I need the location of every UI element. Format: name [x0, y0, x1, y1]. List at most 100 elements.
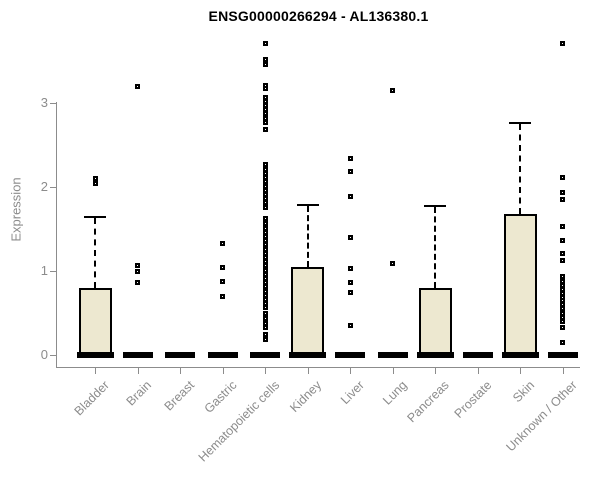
upper-whisker — [94, 218, 96, 288]
box — [418, 287, 452, 358]
median-line — [250, 352, 280, 358]
outlier-point — [560, 175, 565, 181]
upper-whisker-cap — [296, 203, 319, 206]
outlier-point — [560, 286, 565, 292]
x-tick-label-gastric: Gastric — [201, 378, 240, 416]
median-line — [377, 352, 408, 358]
median-line — [501, 352, 539, 358]
x-tick-label-kidney: Kidney — [287, 378, 325, 415]
outlier-point — [262, 187, 268, 193]
outlier-point — [262, 127, 268, 133]
outlier-point — [262, 242, 268, 248]
x-tick-mark — [95, 368, 96, 374]
outlier-point — [262, 284, 268, 290]
outlier-point — [262, 56, 268, 62]
outlier-point — [262, 238, 268, 244]
outlier-point — [262, 301, 268, 307]
outlier-point — [560, 324, 565, 330]
outlier-point — [262, 229, 268, 235]
outlier-point — [560, 258, 565, 264]
outlier-point — [262, 250, 268, 256]
outlier-point — [262, 111, 268, 117]
x-tick-mark — [477, 368, 479, 374]
upper-whisker-cap — [424, 205, 446, 208]
outlier-point — [262, 161, 268, 167]
outlier-point — [262, 305, 268, 311]
outlier-point — [262, 276, 268, 282]
outlier-point — [92, 176, 98, 182]
x-tick-label-liver: Liver — [337, 378, 367, 408]
upper-whisker — [434, 207, 436, 288]
outlier-point — [560, 339, 565, 345]
outlier-point — [262, 200, 268, 206]
outlier-point — [262, 255, 268, 261]
outlier-point — [560, 197, 565, 203]
outlier-point — [262, 225, 268, 231]
outlier-point — [92, 181, 98, 187]
outlier-point — [347, 155, 353, 161]
outlier-point — [262, 320, 268, 326]
y-tick-mark — [50, 187, 56, 188]
outlier-point — [262, 297, 268, 303]
outlier-point — [135, 268, 140, 274]
y-tick-mark — [50, 355, 56, 356]
outlier-point — [135, 280, 140, 286]
outlier-point — [220, 293, 225, 299]
outlier-point — [262, 171, 268, 177]
x-tick-mark — [222, 368, 224, 374]
y-axis-label: Expression — [8, 177, 24, 242]
median-line — [289, 352, 326, 358]
outlier-point — [262, 267, 268, 273]
y-tick-label: 1 — [40, 263, 48, 278]
outlier-point — [220, 240, 225, 246]
outlier-point — [560, 314, 565, 320]
x-tick-mark — [562, 368, 564, 374]
outlier-point — [262, 215, 268, 221]
outlier-point — [262, 246, 268, 252]
median-line — [547, 352, 578, 358]
y-tick-label: 2 — [40, 179, 48, 194]
outlier-point — [560, 278, 565, 284]
outlier-point — [347, 193, 353, 199]
outlier-point — [262, 315, 268, 321]
x-tick-mark — [307, 368, 309, 374]
outlier-point — [135, 262, 140, 268]
outlier-point — [262, 324, 268, 330]
outlier-point — [560, 40, 565, 46]
x-tick-label-prostate: Prostate — [451, 378, 495, 421]
y-tick-label: 0 — [40, 347, 48, 362]
outlier-point — [262, 40, 268, 46]
y-tick-mark — [50, 271, 56, 272]
x-tick-mark — [180, 368, 181, 374]
upper-whisker — [519, 124, 521, 214]
median-line — [416, 352, 454, 358]
outlier-point — [262, 175, 268, 181]
upper-whisker-cap — [84, 216, 106, 219]
outlier-point — [262, 280, 268, 286]
outlier-point — [560, 274, 565, 280]
median-line — [165, 352, 195, 358]
outlier-point — [560, 250, 565, 256]
outlier-point — [560, 223, 565, 229]
outlier-point — [560, 302, 565, 308]
y-tick-label: 3 — [40, 95, 48, 110]
outlier-point — [262, 119, 268, 125]
outlier-point — [262, 196, 268, 202]
outlier-point — [560, 306, 565, 312]
outlier-point — [262, 337, 268, 343]
outlier-point — [390, 260, 395, 266]
x-tick-label-pancreas: Pancreas — [404, 378, 452, 426]
box — [291, 266, 324, 358]
x-tick-mark — [392, 368, 394, 374]
outlier-point — [262, 94, 268, 100]
outlier-point — [560, 189, 565, 195]
outlier-point — [347, 323, 353, 329]
outlier-point — [262, 98, 268, 104]
x-tick-mark — [265, 368, 266, 374]
x-tick-label-skin: Skin — [509, 378, 537, 406]
median-line — [335, 352, 365, 358]
outlier-point — [262, 115, 268, 121]
outlier-point — [347, 290, 353, 296]
outlier-point — [262, 332, 268, 338]
